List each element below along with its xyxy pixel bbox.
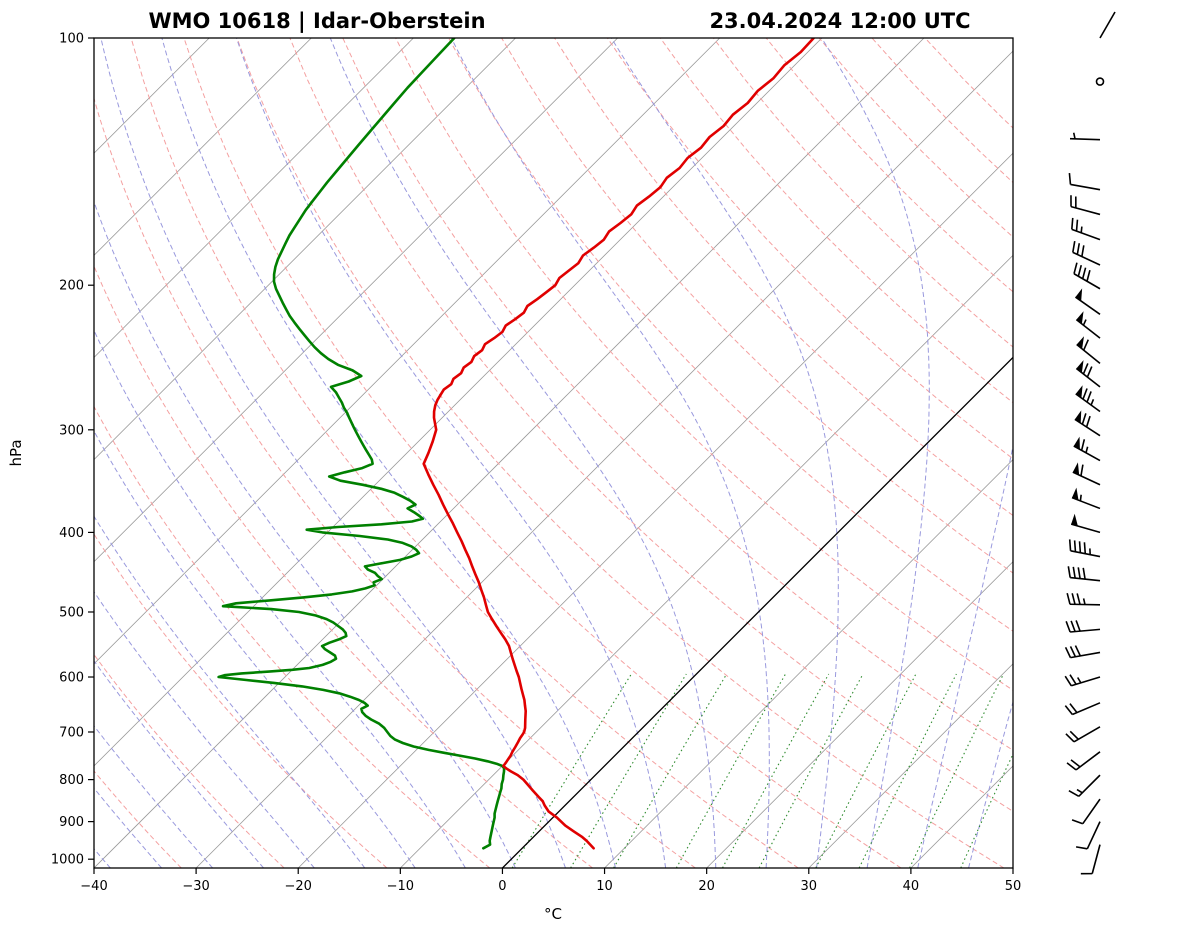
wind-barb bbox=[1075, 360, 1101, 388]
x-tick-label: 50 bbox=[1005, 879, 1022, 894]
x-tick-label: −20 bbox=[285, 879, 312, 894]
wind-barb bbox=[1065, 726, 1101, 743]
pressure-tick-label: 300 bbox=[59, 423, 84, 438]
wind-barb bbox=[1072, 240, 1101, 266]
axes: −40 −30 −20 −10 0 10 20 30 40 50 100 200 300 400 500 60… bbox=[51, 32, 1021, 895]
wind-barb bbox=[1065, 620, 1101, 633]
pressure-tick-label: 100 bbox=[59, 32, 84, 47]
station-title: WMO 10618 | Idar-Oberstein bbox=[148, 9, 485, 34]
wind-barb bbox=[1064, 702, 1101, 716]
pressure-tick-label: 600 bbox=[59, 671, 84, 686]
wind-barb bbox=[1075, 311, 1101, 339]
wind-barb-column bbox=[1064, 11, 1116, 875]
wind-barb bbox=[1095, 77, 1105, 86]
plot-frame bbox=[93, 37, 1014, 869]
wind-barb bbox=[1075, 385, 1101, 413]
wind-barb bbox=[1064, 645, 1101, 659]
dewpoint-curve bbox=[217, 38, 506, 850]
datetime-title: 23.04.2024 12:00 UTC bbox=[709, 9, 970, 33]
wind-barb bbox=[1071, 217, 1101, 241]
x-tick-label: 30 bbox=[801, 879, 818, 894]
pressure-tick-label: 900 bbox=[59, 815, 84, 830]
y-axis-label: hPa bbox=[7, 439, 25, 466]
pressure-tick-label: 800 bbox=[59, 773, 84, 788]
dry-adiabat-lines bbox=[94, 38, 1013, 868]
mixing-ratio-lines bbox=[511, 673, 1013, 868]
x-tick-label: 20 bbox=[698, 879, 715, 894]
wind-barb bbox=[1070, 513, 1101, 534]
wind-barb bbox=[1070, 195, 1101, 216]
x-tick-label: 10 bbox=[596, 879, 613, 894]
wind-barb bbox=[1069, 132, 1101, 141]
wind-barb bbox=[1071, 487, 1101, 510]
wind-barb bbox=[1068, 774, 1101, 798]
wind-barb bbox=[1071, 798, 1101, 825]
pressure-tick-label: 1000 bbox=[51, 853, 84, 868]
zero-isotherm bbox=[501, 356, 1013, 868]
wind-barb bbox=[1068, 173, 1101, 191]
wind-barb bbox=[1074, 288, 1101, 315]
wind-barb bbox=[1075, 821, 1101, 850]
wind-barb bbox=[1066, 751, 1101, 771]
wind-barb bbox=[1073, 436, 1101, 462]
wind-barb bbox=[1067, 566, 1101, 582]
wind-barb bbox=[1064, 674, 1101, 687]
x-tick-label: −40 bbox=[80, 879, 107, 894]
moist-adiabat-lines bbox=[94, 38, 1013, 868]
pressure-tick-label: 400 bbox=[59, 526, 84, 541]
pressure-tick-label: 200 bbox=[59, 279, 84, 294]
x-tick-label: −10 bbox=[387, 879, 414, 894]
x-tick-label: 0 bbox=[498, 879, 506, 894]
x-tick-label: −30 bbox=[182, 879, 209, 894]
wind-barb bbox=[1074, 410, 1101, 437]
wind-barb bbox=[1066, 593, 1101, 606]
temperature-curve bbox=[422, 38, 816, 850]
wind-barb bbox=[1099, 11, 1116, 39]
wind-barb bbox=[1076, 336, 1101, 364]
wind-barb bbox=[1080, 844, 1101, 875]
pressure-tick-label: 500 bbox=[59, 605, 84, 620]
plot-area bbox=[94, 38, 1013, 868]
x-tick-label: 40 bbox=[903, 879, 920, 894]
pressure-tick-label: 700 bbox=[59, 725, 84, 740]
wind-barb bbox=[1072, 462, 1101, 486]
wind-barb bbox=[1073, 262, 1101, 290]
wind-barb bbox=[1068, 539, 1101, 558]
isotherm-lines bbox=[94, 38, 1013, 868]
x-axis-label: °C bbox=[544, 905, 562, 923]
